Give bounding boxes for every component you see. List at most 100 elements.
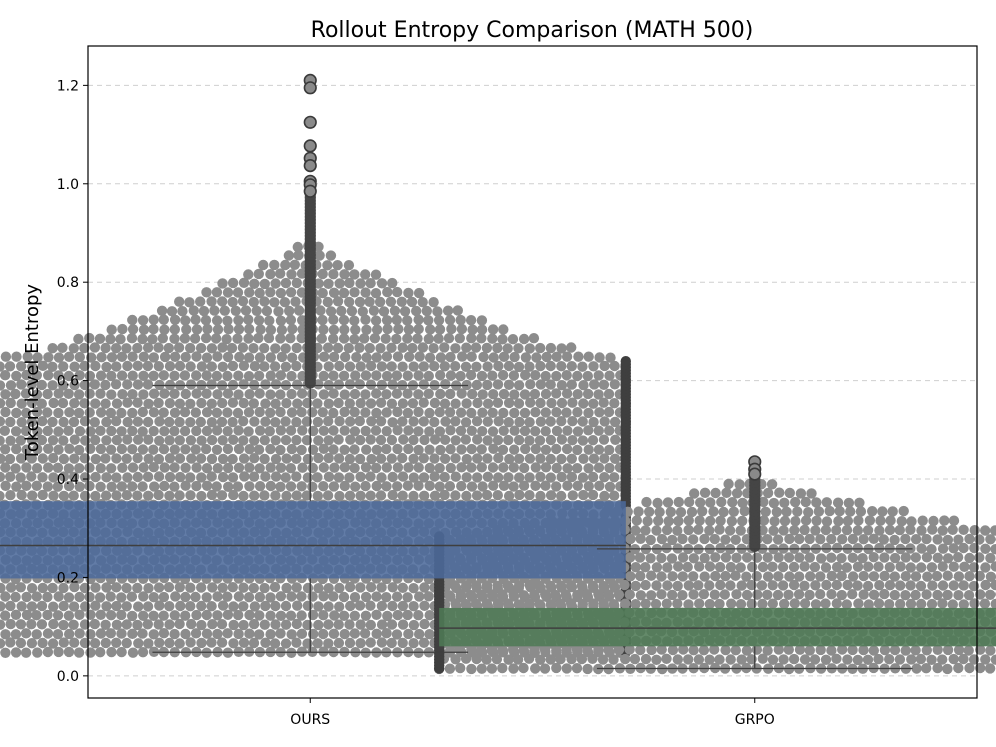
swarm-point [227,296,238,308]
swarm-point [370,269,382,280]
swarm-point [589,379,600,390]
swarm-point [672,580,683,592]
swarm-point [545,580,556,591]
swarm-point [127,628,138,639]
swarm-point [408,619,420,631]
swarm-point [762,534,773,545]
swarm-point [375,416,387,427]
swarm-point [852,525,863,536]
swarm-point [588,416,599,428]
swarm-point [419,600,430,611]
swarm-point [524,579,535,591]
swarm-point [492,580,503,591]
swarm-point [619,579,630,591]
swarm-point [578,453,589,464]
swarm-point [561,407,572,418]
swarm-point [270,379,282,390]
swarm-point [312,398,323,409]
swarm-point [863,599,874,610]
swarm-point [111,490,122,501]
swarm-point [339,462,350,473]
swarm-point [265,269,276,280]
swarm-point [238,277,250,288]
swarm-point [244,287,255,298]
swarm-point [191,425,202,437]
swarm-point [58,453,70,465]
swarm-point [634,552,646,563]
swarm-point [95,609,107,620]
swarm-point [518,480,530,491]
swarm-point [604,462,615,474]
swarm-point [550,589,561,601]
swarm-point [69,581,80,593]
swarm-point [344,379,356,390]
swarm-point [885,515,896,526]
swarm-point [513,380,525,391]
swarm-point [251,305,262,316]
swarm-point [389,305,401,316]
swarm-point [460,653,472,664]
swarm-point [837,644,848,655]
swarm-point [608,599,620,610]
swarm-point [0,610,11,621]
swarm-point [370,462,382,474]
swarm-point [646,570,657,581]
swarm-point [708,506,719,517]
swarm-point [164,416,175,428]
swarm-point [371,370,382,381]
swarm-point [154,435,165,446]
swarm-point [116,351,128,362]
swarm-point [137,628,148,639]
swarm-point [932,552,943,563]
swarm-point [452,305,463,316]
swarm-point [101,472,112,483]
swarm-point [280,619,292,630]
swarm-point [42,591,53,603]
swarm-point [381,315,393,326]
swarm-point [434,462,445,474]
swarm-point [349,426,361,437]
swarm-point [132,452,143,464]
swarm-point [529,388,541,400]
swarm-point [217,600,229,611]
swarm-point [307,462,318,474]
swarm-point [387,379,398,390]
swarm-point [672,654,683,665]
swarm-point [238,490,249,502]
swarm-point [270,600,281,612]
swarm-point [111,398,123,409]
swarm-point [419,434,430,446]
swarm-point [556,343,567,354]
swarm-point [127,407,138,419]
swarm-point [206,296,217,307]
swarm-point [767,598,778,609]
swarm-point [291,342,302,354]
swarm-point [287,352,298,363]
swarm-point [212,351,223,362]
swarm-point [397,582,408,593]
swarm-point [333,434,344,445]
swarm-point [535,453,546,464]
swarm-point [328,425,339,436]
swarm-point [340,351,351,363]
swarm-point [355,278,366,289]
swarm-point [503,654,514,665]
swarm-point [238,601,249,612]
swarm-point [249,601,261,612]
swarm-point [116,481,128,492]
swarm-point [211,287,223,298]
swarm-point [910,571,922,582]
swarm-point [255,324,266,335]
swarm-point [302,453,314,465]
swarm-point [344,581,356,593]
swarm-point [781,506,792,517]
swarm-point [751,571,762,582]
swarm-point [27,361,38,373]
swarm-point [43,443,54,454]
swarm-point [126,333,138,344]
swarm-point [842,515,854,527]
swarm-point [191,351,202,362]
swarm-point [779,515,791,527]
swarm-point [217,361,228,372]
swarm-point [508,481,519,492]
